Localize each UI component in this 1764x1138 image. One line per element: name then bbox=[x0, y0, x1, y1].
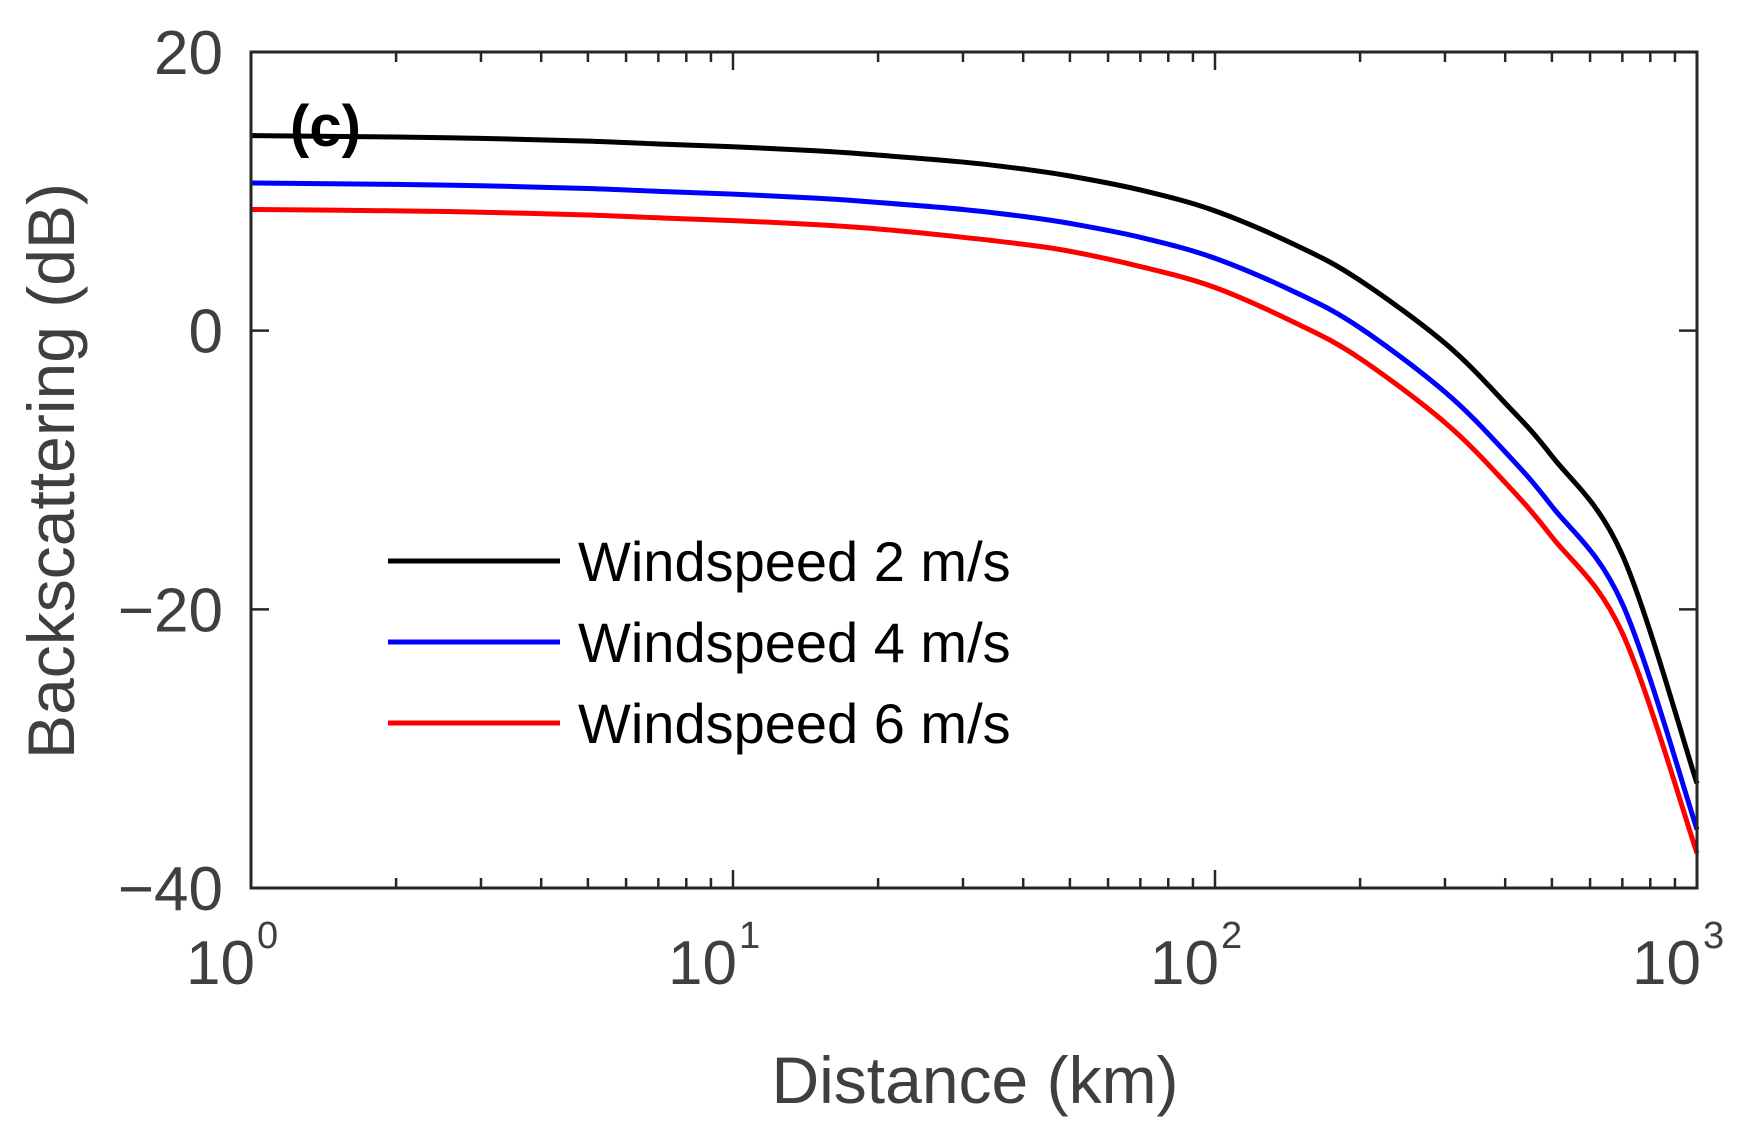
plot-frame bbox=[249, 50, 1699, 890]
series-line-2 bbox=[250, 180, 1700, 831]
y-tick-label: 0 bbox=[189, 298, 223, 367]
x-tick-label: 10 0 bbox=[186, 915, 278, 998]
x-tick-exponent: 3 bbox=[1703, 915, 1724, 957]
x-tick-label: 10 2 bbox=[1150, 915, 1242, 998]
legend-item: Windspeed 2 m/s bbox=[388, 530, 1011, 593]
x-tick-base: 10 bbox=[1150, 929, 1219, 998]
x-tick-exponent: 2 bbox=[1221, 915, 1242, 957]
legend-item: Windspeed 6 m/s bbox=[388, 692, 1011, 755]
series-line-3 bbox=[250, 206, 1700, 854]
x-tick-labels: 10 0 10 1 10 2 10 3 bbox=[186, 915, 1724, 998]
series-line-1 bbox=[250, 133, 1700, 785]
x-tick-label: 10 3 bbox=[1632, 915, 1724, 998]
series-layer bbox=[250, 133, 1700, 854]
legend-label: Windspeed 2 m/s bbox=[578, 530, 1011, 593]
x-axis-label: Distance (km) bbox=[771, 1043, 1178, 1117]
x-tick-base: 10 bbox=[1632, 929, 1701, 998]
y-tick-labels: 20 0 −20 −40 bbox=[118, 19, 223, 924]
x-tick-exponent: 0 bbox=[257, 915, 278, 957]
legend-label: Windspeed 4 m/s bbox=[578, 611, 1011, 674]
y-axis-label: Backscattering (dB) bbox=[14, 183, 88, 759]
panel-label: (c) bbox=[290, 94, 361, 159]
y-tick-label: 20 bbox=[154, 19, 223, 88]
y-tick-label: −20 bbox=[118, 576, 223, 645]
legend: Windspeed 2 m/s Windspeed 4 m/s Windspeed … bbox=[388, 530, 1011, 755]
x-tick-base: 10 bbox=[668, 929, 737, 998]
x-tick-base: 10 bbox=[186, 929, 255, 998]
legend-label: Windspeed 6 m/s bbox=[578, 692, 1011, 755]
y-tick-label: −40 bbox=[118, 855, 223, 924]
legend-item: Windspeed 4 m/s bbox=[388, 611, 1011, 674]
x-tick-exponent: 1 bbox=[739, 915, 760, 957]
x-tick-label: 10 1 bbox=[668, 915, 760, 998]
